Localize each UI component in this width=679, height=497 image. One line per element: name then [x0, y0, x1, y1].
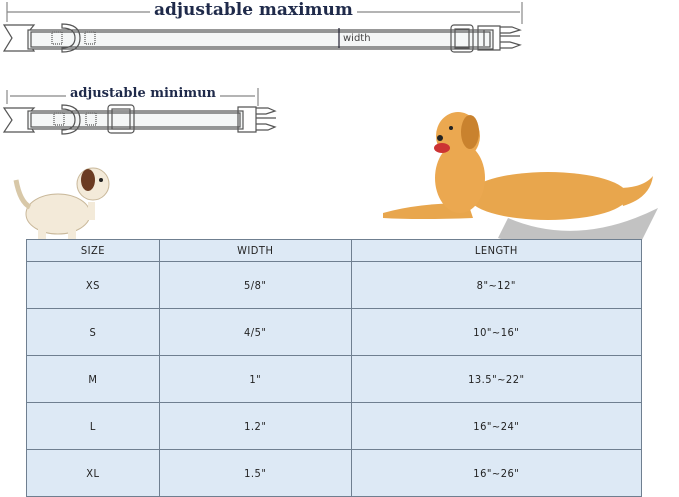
- collar-max: [2, 23, 522, 53]
- size-chart-table: SIZE WIDTH LENGTH XS 5/8" 8"~12" S 4/5" 10"~…: [26, 239, 643, 497]
- width-cell: 1.5": [158, 449, 352, 497]
- length-cell: 16"~24": [350, 402, 643, 450]
- collar-min: [2, 104, 277, 135]
- header-length: LENGTH: [350, 239, 643, 262]
- width-cell: 5/8": [158, 261, 352, 309]
- table-row: S 4/5" 10"~16": [26, 308, 643, 356]
- table-row: M 1" 13.5"~22": [26, 355, 643, 403]
- length-cell: 16"~26": [350, 449, 643, 497]
- length-cell: 8"~12": [350, 261, 643, 309]
- size-cell: S: [26, 308, 160, 356]
- table-header-row: SIZE WIDTH LENGTH: [26, 239, 643, 262]
- width-cell: 4/5": [158, 308, 352, 356]
- collar-diagram: [2, 2, 523, 135]
- adjustable-minimum-label: adjustable minimun: [66, 87, 220, 100]
- width-cell: 1.2": [158, 402, 352, 450]
- table-row: XS 5/8" 8"~12": [26, 261, 643, 309]
- small-dog-illustration: [13, 167, 110, 240]
- table-row: XL 1.5" 16"~26": [26, 449, 643, 497]
- header-width: WIDTH: [158, 239, 352, 262]
- length-cell: 13.5"~22": [350, 355, 643, 403]
- size-cell: L: [26, 402, 160, 450]
- table-row: L 1.2" 16"~24": [26, 402, 643, 450]
- size-cell: M: [26, 355, 160, 403]
- size-cell: XL: [26, 449, 160, 497]
- length-cell: 10"~16": [350, 308, 643, 356]
- width-label: width: [343, 33, 371, 44]
- adjustable-maximum-label: adjustable maximum: [150, 2, 357, 19]
- header-size: SIZE: [26, 239, 160, 262]
- golden-retriever-illustration: [383, 112, 658, 252]
- size-cell: XS: [26, 261, 160, 309]
- width-cell: 1": [158, 355, 352, 403]
